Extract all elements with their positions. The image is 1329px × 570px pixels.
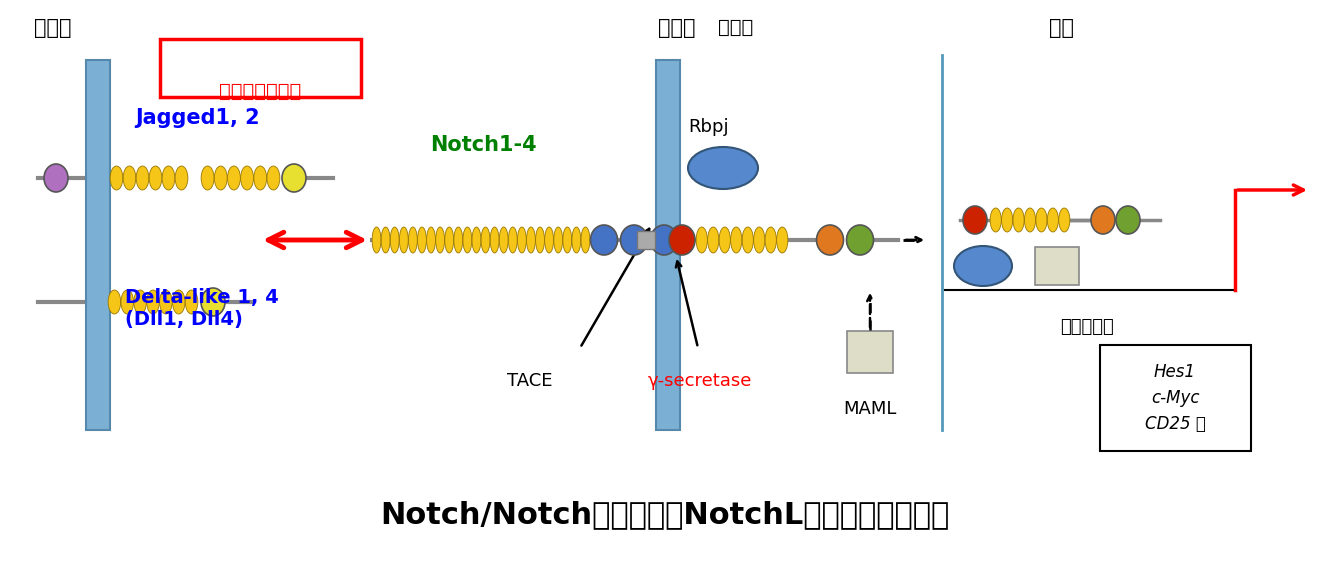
Bar xyxy=(847,331,893,373)
Ellipse shape xyxy=(427,227,436,253)
Ellipse shape xyxy=(254,166,267,190)
Bar xyxy=(657,60,680,430)
Ellipse shape xyxy=(581,227,590,253)
Ellipse shape xyxy=(571,227,581,253)
Ellipse shape xyxy=(1059,208,1070,232)
Ellipse shape xyxy=(267,166,280,190)
Ellipse shape xyxy=(121,290,134,314)
Ellipse shape xyxy=(688,147,758,189)
Ellipse shape xyxy=(754,227,766,253)
Text: Notch/Notchリガンド（NotchL）とシグナル伝達: Notch/Notchリガンド（NotchL）とシグナル伝達 xyxy=(380,500,949,529)
Ellipse shape xyxy=(481,227,490,253)
Text: 標的遣伝子: 標的遣伝子 xyxy=(1061,318,1114,336)
Ellipse shape xyxy=(399,227,408,253)
Ellipse shape xyxy=(1047,208,1058,232)
Ellipse shape xyxy=(696,227,707,253)
Ellipse shape xyxy=(668,225,695,255)
Ellipse shape xyxy=(282,164,306,192)
Ellipse shape xyxy=(526,227,536,253)
Ellipse shape xyxy=(201,288,225,316)
Text: 核内: 核内 xyxy=(1050,18,1075,38)
Ellipse shape xyxy=(110,166,122,190)
Text: 細胞間相互作用: 細胞間相互作用 xyxy=(219,82,302,101)
Ellipse shape xyxy=(742,227,754,253)
Ellipse shape xyxy=(185,290,198,314)
Ellipse shape xyxy=(241,166,254,190)
Ellipse shape xyxy=(391,227,399,253)
Ellipse shape xyxy=(707,227,719,253)
Ellipse shape xyxy=(590,225,618,255)
Ellipse shape xyxy=(445,227,453,253)
Text: MAML: MAML xyxy=(844,400,897,418)
Ellipse shape xyxy=(776,227,788,253)
Text: Hes1
c-Myc
CD25 等: Hes1 c-Myc CD25 等 xyxy=(1144,363,1205,433)
Ellipse shape xyxy=(175,166,187,190)
FancyBboxPatch shape xyxy=(1099,345,1251,451)
Ellipse shape xyxy=(214,166,227,190)
Ellipse shape xyxy=(136,166,149,190)
Ellipse shape xyxy=(108,290,121,314)
Ellipse shape xyxy=(149,166,162,190)
Bar xyxy=(1035,247,1079,285)
Ellipse shape xyxy=(545,227,554,253)
FancyBboxPatch shape xyxy=(159,39,360,97)
Ellipse shape xyxy=(517,227,526,253)
Text: Notch1-4: Notch1-4 xyxy=(431,135,537,155)
Text: 細胞膜: 細胞膜 xyxy=(35,18,72,38)
Text: γ-secretase: γ-secretase xyxy=(649,372,752,390)
Text: Delta-like 1, 4
(Dll1, Dll4): Delta-like 1, 4 (Dll1, Dll4) xyxy=(125,288,279,329)
Ellipse shape xyxy=(462,227,472,253)
Ellipse shape xyxy=(536,227,545,253)
Text: 細胞質: 細胞質 xyxy=(718,18,754,37)
Ellipse shape xyxy=(554,227,562,253)
Ellipse shape xyxy=(372,227,381,253)
Ellipse shape xyxy=(847,225,873,255)
Ellipse shape xyxy=(1002,208,1013,232)
Ellipse shape xyxy=(408,227,417,253)
Bar xyxy=(86,60,110,430)
Ellipse shape xyxy=(1091,206,1115,234)
Ellipse shape xyxy=(134,290,146,314)
Ellipse shape xyxy=(201,166,214,190)
Ellipse shape xyxy=(621,225,647,255)
Ellipse shape xyxy=(766,227,776,253)
Ellipse shape xyxy=(159,290,173,314)
Ellipse shape xyxy=(453,227,462,253)
Ellipse shape xyxy=(381,227,391,253)
Ellipse shape xyxy=(227,166,241,190)
Ellipse shape xyxy=(719,227,731,253)
Ellipse shape xyxy=(990,208,1001,232)
Ellipse shape xyxy=(954,246,1011,286)
Text: Jagged1, 2: Jagged1, 2 xyxy=(136,108,259,128)
Ellipse shape xyxy=(1035,208,1047,232)
Ellipse shape xyxy=(1116,206,1140,234)
Ellipse shape xyxy=(650,225,678,255)
Ellipse shape xyxy=(563,227,571,253)
Ellipse shape xyxy=(472,227,481,253)
Ellipse shape xyxy=(500,227,508,253)
Ellipse shape xyxy=(173,290,185,314)
Text: TACE: TACE xyxy=(508,372,553,390)
Text: 細胞膜: 細胞膜 xyxy=(658,18,695,38)
Ellipse shape xyxy=(1025,208,1035,232)
Ellipse shape xyxy=(1013,208,1025,232)
Ellipse shape xyxy=(44,164,68,192)
Bar xyxy=(637,231,655,249)
Ellipse shape xyxy=(508,227,517,253)
Ellipse shape xyxy=(436,227,445,253)
Ellipse shape xyxy=(146,290,159,314)
Ellipse shape xyxy=(731,227,742,253)
Text: Rbpj: Rbpj xyxy=(688,118,728,136)
Ellipse shape xyxy=(816,225,844,255)
Ellipse shape xyxy=(490,227,500,253)
Ellipse shape xyxy=(417,227,427,253)
Ellipse shape xyxy=(964,206,987,234)
Ellipse shape xyxy=(124,166,136,190)
Ellipse shape xyxy=(162,166,175,190)
